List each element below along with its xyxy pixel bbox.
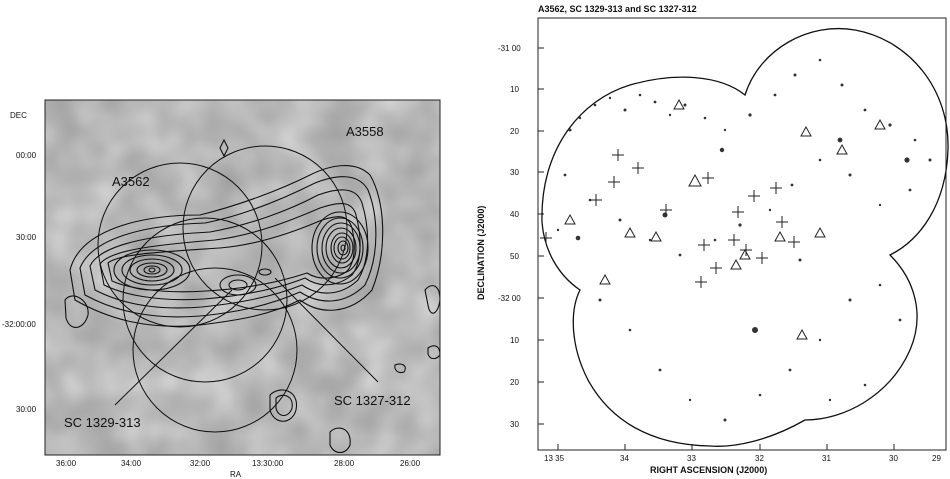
- ra-tick-0: 36:00: [56, 459, 77, 468]
- r-dec-tick-4: 40: [510, 210, 519, 219]
- r-dec-tick-9: 30: [510, 420, 519, 429]
- r-ra-tick-1: 34: [620, 454, 629, 463]
- ra-tick-1: 34:00: [121, 459, 142, 468]
- dec-tick-1: 30:00: [16, 233, 37, 242]
- r-ra-tick-4: 31: [822, 454, 831, 463]
- label-sc1327: SC 1327-312: [334, 393, 411, 408]
- r-ra-tick-3: 32: [755, 454, 764, 463]
- r-ra-tick-5: 30: [889, 454, 898, 463]
- ra-tick-5: 26:00: [400, 459, 421, 468]
- r-dec-tick-6: -32 00: [498, 294, 521, 303]
- r-dec-tick-5: 50: [510, 252, 519, 261]
- ra-axis-label: RIGHT ASCENSION (J2000): [650, 465, 767, 475]
- sky-map-frame: [537, 17, 947, 451]
- r-dec-tick-0: -31 00: [498, 44, 521, 53]
- ra-tick-4: 28:00: [334, 459, 355, 468]
- dec-axis-label: DEC: [10, 111, 27, 120]
- sky-map-title: A3562, SC 1329-313 and SC 1327-312: [538, 4, 697, 14]
- r-dec-tick-1: 10: [510, 85, 519, 94]
- r-dec-tick-7: 10: [510, 336, 519, 345]
- field-circles: [97, 145, 348, 433]
- dec-tick-0: 00:00: [16, 151, 37, 160]
- source-dots: [556, 58, 932, 422]
- label-sc1329: SC 1329-313: [64, 415, 141, 430]
- ra-axis-label: RA: [230, 470, 242, 479]
- dec-tick-3: 30:00: [16, 405, 37, 414]
- dec-axis-label: DECLINATION (J2000): [476, 206, 486, 300]
- plus-markers: [540, 149, 800, 288]
- r-dec-tick-2: 20: [510, 127, 519, 136]
- r-dec-tick-8: 20: [510, 378, 519, 387]
- r-ra-tick-2: 33: [687, 454, 696, 463]
- pointer-lines: [114, 277, 379, 406]
- dec-tick-2: -32:00:00: [2, 320, 36, 329]
- sky-map-figure: A3562, SC 1329-313 and SC 1327-312: [476, 4, 949, 475]
- ra-tick-2: 32:00: [190, 459, 211, 468]
- label-a3562: A3562: [112, 174, 150, 189]
- r-ra-tick-0: 13 35: [544, 454, 565, 463]
- r-dec-tick-3: 30: [510, 168, 519, 177]
- triangle-markers: [564, 98, 886, 340]
- contour-lines: [64, 138, 440, 454]
- ra-tick-3: 13:30:00: [252, 459, 284, 468]
- label-a3558: A3558: [346, 124, 384, 139]
- r-ra-tick-6: 29: [932, 454, 941, 463]
- frame-ticks: [538, 47, 895, 450]
- coverage-outline: [541, 28, 949, 447]
- contour-map-figure: A3562 A3558 SC 1329-313 SC 1327-312 DEC …: [2, 99, 441, 479]
